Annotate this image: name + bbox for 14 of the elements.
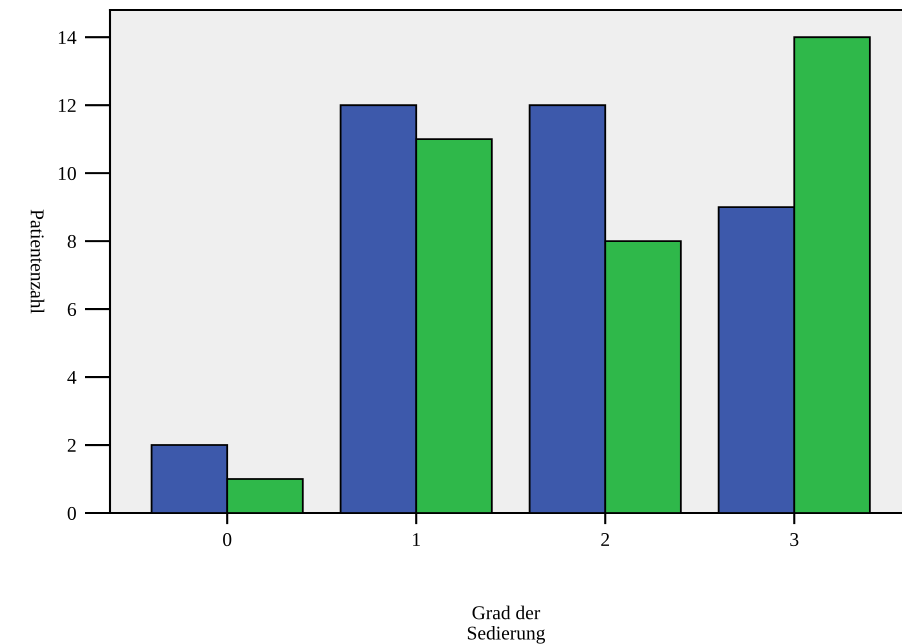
x-tick-label: 3 (790, 533, 798, 546)
y-axis-title: Patientenzahl (30, 210, 44, 314)
y-tick-label: 4 (67, 371, 76, 384)
x-tick-label: 0 (223, 533, 232, 546)
y-tick-label: 10 (58, 166, 76, 180)
y-tick-label: 2 (68, 438, 76, 452)
x-tick-label: 1 (413, 533, 420, 546)
y-tick-label: 6 (68, 302, 76, 316)
y-tick-label: 8 (68, 234, 76, 248)
x-axis-title: Grad der Sedierung (468, 606, 546, 644)
y-tick-label: 0 (68, 506, 76, 520)
y-tick-label: 14 (58, 31, 76, 44)
x-tick-label: 2 (601, 533, 610, 546)
y-tick-label: 12 (58, 99, 76, 112)
